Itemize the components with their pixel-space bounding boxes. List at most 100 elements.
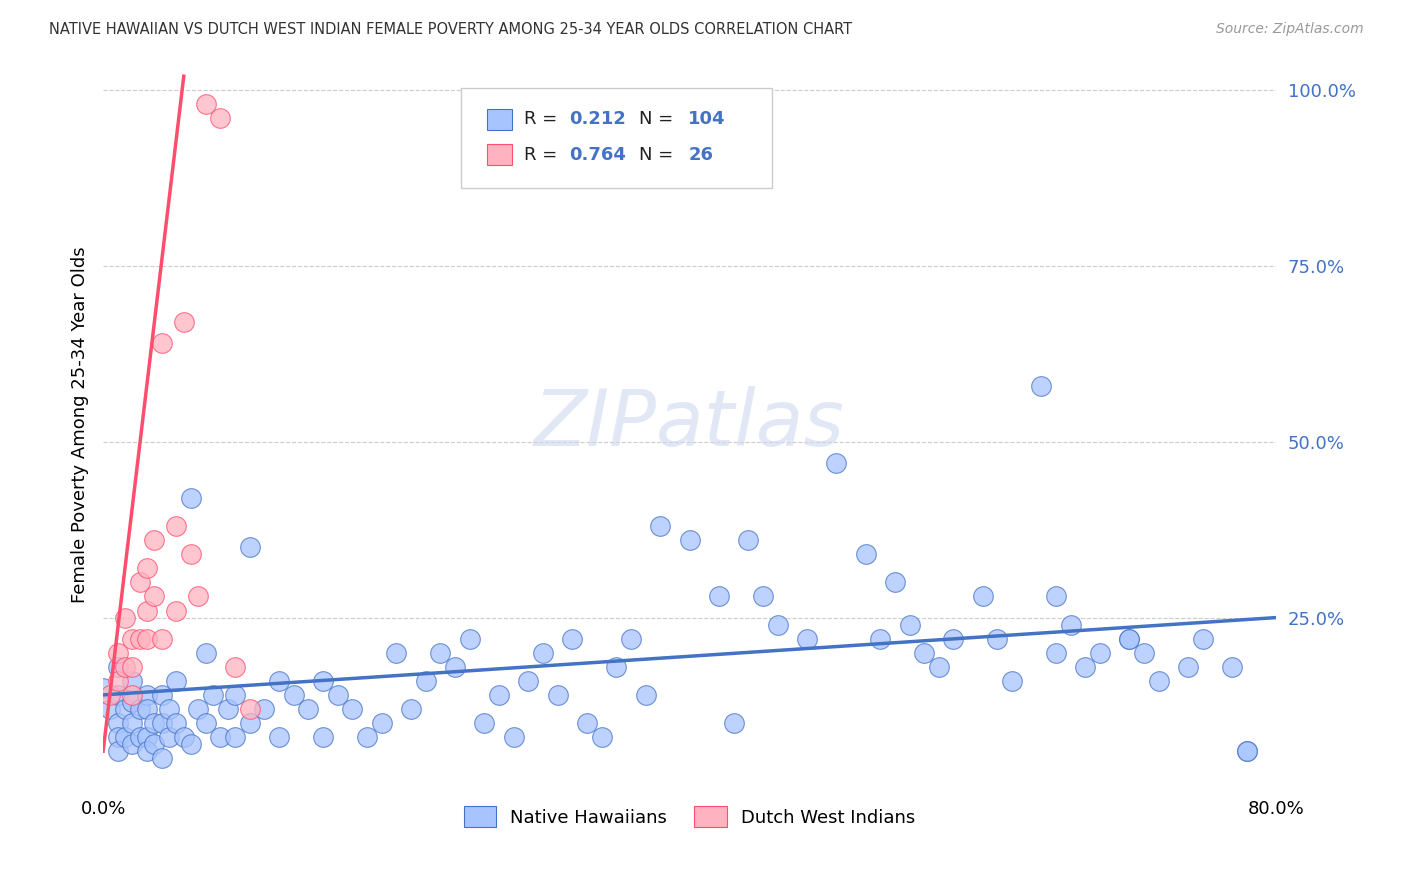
Dutch West Indians	[121, 688, 143, 702]
Native Hawaiians	[591, 730, 613, 744]
Native Hawaiians	[143, 737, 166, 751]
Dutch West Indians	[114, 610, 136, 624]
Y-axis label: Female Poverty Among 25-34 Year Olds: Female Poverty Among 25-34 Year Olds	[72, 246, 89, 603]
Native Hawaiians	[107, 730, 129, 744]
Native Hawaiians	[239, 541, 262, 555]
Dutch West Indians	[128, 575, 150, 590]
Native Hawaiians	[737, 533, 759, 548]
Native Hawaiians	[488, 688, 510, 702]
Text: N =: N =	[640, 145, 679, 164]
Native Hawaiians	[399, 702, 422, 716]
FancyBboxPatch shape	[486, 109, 512, 129]
Dutch West Indians	[209, 112, 232, 126]
Native Hawaiians	[157, 730, 180, 744]
Text: N =: N =	[640, 111, 679, 128]
Native Hawaiians	[180, 737, 202, 751]
Native Hawaiians	[1045, 646, 1067, 660]
Native Hawaiians	[707, 590, 730, 604]
Native Hawaiians	[796, 632, 818, 646]
Native Hawaiians	[1236, 744, 1258, 758]
Dutch West Indians	[114, 660, 136, 674]
Native Hawaiians	[458, 632, 481, 646]
Native Hawaiians	[150, 688, 173, 702]
Native Hawaiians	[972, 590, 994, 604]
Native Hawaiians	[107, 688, 129, 702]
Native Hawaiians	[561, 632, 583, 646]
Native Hawaiians	[1118, 632, 1140, 646]
Native Hawaiians	[855, 547, 877, 561]
Native Hawaiians	[136, 730, 159, 744]
Native Hawaiians	[165, 716, 187, 731]
Native Hawaiians	[114, 730, 136, 744]
Dutch West Indians	[224, 660, 246, 674]
Dutch West Indians	[128, 632, 150, 646]
Native Hawaiians	[136, 688, 159, 702]
Dutch West Indians	[194, 97, 217, 112]
FancyBboxPatch shape	[461, 88, 772, 188]
Dutch West Indians	[150, 336, 173, 351]
Dutch West Indians	[121, 632, 143, 646]
Dutch West Indians	[165, 519, 187, 533]
Native Hawaiians	[194, 716, 217, 731]
Native Hawaiians	[114, 702, 136, 716]
Native Hawaiians	[100, 702, 122, 716]
Text: 26: 26	[689, 145, 713, 164]
Dutch West Indians	[136, 603, 159, 617]
Native Hawaiians	[1118, 632, 1140, 646]
Native Hawaiians	[107, 716, 129, 731]
Native Hawaiians	[723, 716, 745, 731]
Native Hawaiians	[217, 702, 239, 716]
Native Hawaiians	[209, 730, 232, 744]
Text: R =: R =	[524, 145, 564, 164]
Native Hawaiians	[239, 716, 262, 731]
Native Hawaiians	[547, 688, 569, 702]
Dutch West Indians	[136, 561, 159, 575]
Text: R =: R =	[524, 111, 564, 128]
Native Hawaiians	[869, 632, 891, 646]
Native Hawaiians	[415, 673, 437, 688]
Dutch West Indians	[143, 533, 166, 548]
Native Hawaiians	[107, 660, 129, 674]
FancyBboxPatch shape	[486, 145, 512, 165]
Text: 104: 104	[689, 111, 725, 128]
Native Hawaiians	[1220, 660, 1243, 674]
Native Hawaiians	[1088, 646, 1111, 660]
Native Hawaiians	[472, 716, 495, 731]
Dutch West Indians	[187, 590, 209, 604]
Native Hawaiians	[194, 646, 217, 660]
Native Hawaiians	[283, 688, 305, 702]
Native Hawaiians	[121, 695, 143, 709]
Native Hawaiians	[1060, 617, 1083, 632]
Native Hawaiians	[1177, 660, 1199, 674]
Native Hawaiians	[150, 716, 173, 731]
Native Hawaiians	[312, 730, 335, 744]
Native Hawaiians	[444, 660, 467, 674]
Text: NATIVE HAWAIIAN VS DUTCH WEST INDIAN FEMALE POVERTY AMONG 25-34 YEAR OLDS CORREL: NATIVE HAWAIIAN VS DUTCH WEST INDIAN FEM…	[49, 22, 852, 37]
Dutch West Indians	[121, 660, 143, 674]
Native Hawaiians	[342, 702, 364, 716]
Native Hawaiians	[825, 456, 848, 470]
Dutch West Indians	[173, 315, 195, 329]
Text: 0.764: 0.764	[569, 145, 626, 164]
Native Hawaiians	[165, 673, 187, 688]
Native Hawaiians	[150, 751, 173, 765]
Native Hawaiians	[766, 617, 789, 632]
Dutch West Indians	[100, 688, 122, 702]
Native Hawaiians	[136, 702, 159, 716]
Native Hawaiians	[187, 702, 209, 716]
Native Hawaiians	[1133, 646, 1156, 660]
Native Hawaiians	[136, 744, 159, 758]
Native Hawaiians	[1045, 590, 1067, 604]
Native Hawaiians	[912, 646, 935, 660]
Native Hawaiians	[1191, 632, 1213, 646]
Native Hawaiians	[224, 688, 246, 702]
Native Hawaiians	[157, 702, 180, 716]
Text: 0.212: 0.212	[569, 111, 626, 128]
Dutch West Indians	[165, 603, 187, 617]
Native Hawaiians	[531, 646, 554, 660]
Native Hawaiians	[620, 632, 643, 646]
Native Hawaiians	[1147, 673, 1170, 688]
Native Hawaiians	[121, 737, 143, 751]
Native Hawaiians	[1074, 660, 1097, 674]
Native Hawaiians	[91, 681, 114, 695]
